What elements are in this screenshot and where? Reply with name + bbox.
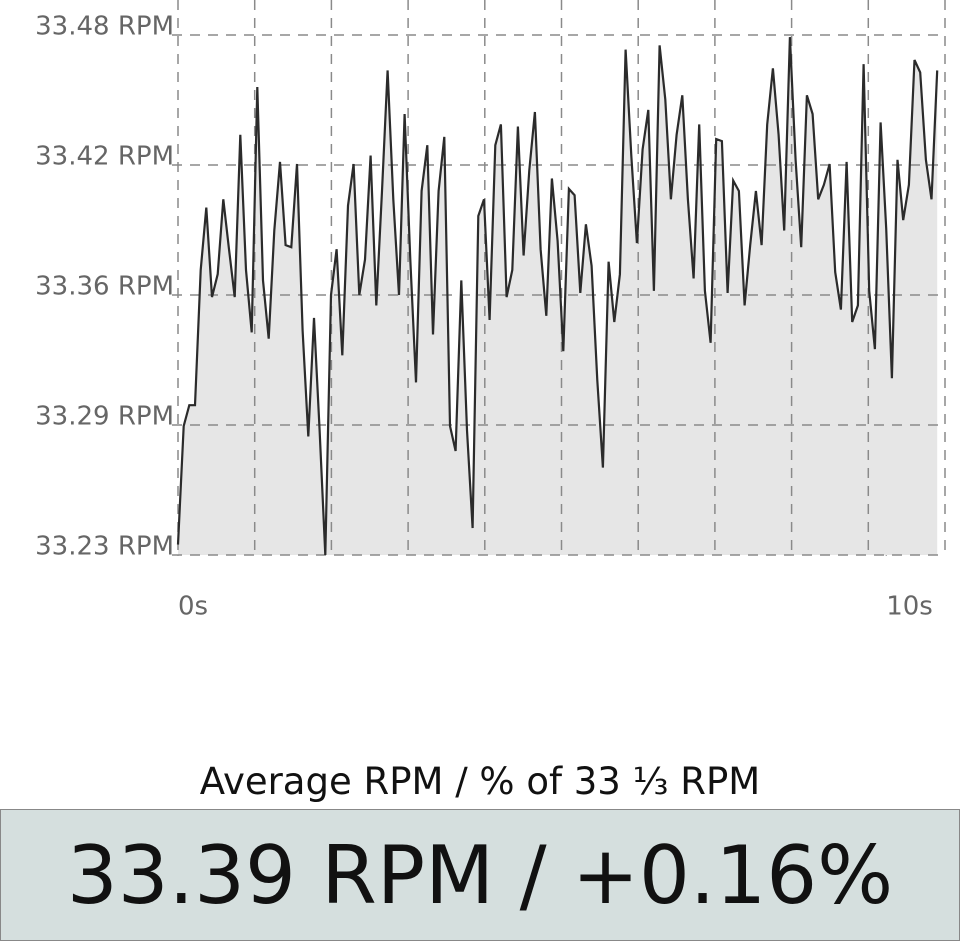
y-tick-label: 33.48 RPM (35, 12, 174, 42)
y-tick-label: 33.23 RPM (35, 532, 174, 562)
line (176, 37, 939, 556)
x-tick-label: 0s (178, 592, 208, 622)
summary-value: 33.39 RPM / +0.16% (66, 828, 894, 922)
y-tick-label: 33.36 RPM (35, 272, 174, 302)
y-tick-label: 33.42 RPM (35, 142, 174, 172)
y-tick-label: 33.29 RPM (35, 402, 174, 432)
summary-box: 33.39 RPM / +0.16% (0, 809, 960, 941)
chart: 33.23 RPM 33.29 RPM 33.36 RPM 33.42 RPM 33.4… (35, 0, 946, 622)
x-tick-label: 10s (886, 592, 933, 622)
area-fill (178, 37, 938, 556)
summary-label: Average RPM / % of 33 ⅓ RPM (199, 760, 761, 803)
